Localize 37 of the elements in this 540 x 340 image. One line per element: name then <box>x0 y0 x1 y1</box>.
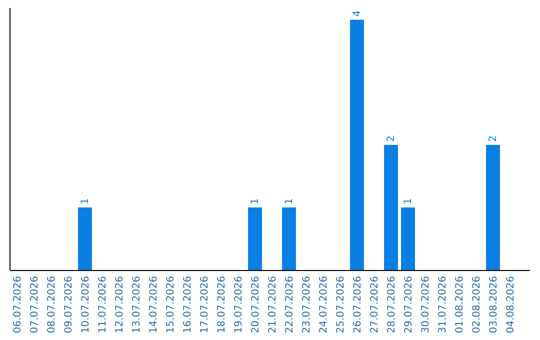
data-label: 2 <box>488 136 499 142</box>
x-tick-label: 12.07.2026 <box>114 276 126 334</box>
x-tick-label: 23.07.2026 <box>302 276 312 334</box>
x-tick-label: 07.07.2026 <box>30 276 40 334</box>
x-tick-label: 16.07.2026 <box>182 276 194 334</box>
data-label: 1 <box>284 198 295 204</box>
x-tick-label: 28.07.2026 <box>386 276 398 334</box>
x-tick-label: 15.07.2026 <box>166 276 176 334</box>
x-tick-label: 13.07.2026 <box>132 276 142 334</box>
x-tick-label: 26.07.2026 <box>352 276 364 334</box>
x-tick-label: 25.07.2026 <box>336 276 346 334</box>
x-tick-label: 17.07.2026 <box>200 276 210 334</box>
x-tick-label: 02.08.2026 <box>472 276 482 334</box>
x-tick-label: 24.07.2026 <box>318 276 330 334</box>
x-tick-label: 18.07.2026 <box>216 276 228 334</box>
data-label: 1 <box>80 198 91 204</box>
x-tick-label: 01.08.2026 <box>454 276 466 334</box>
x-tick-label: 29.07.2026 <box>404 276 414 334</box>
x-tick-label: 22.07.2026 <box>284 276 296 334</box>
x-tick-label: 14.07.2026 <box>148 276 160 334</box>
data-label: 1 <box>403 198 414 204</box>
x-tick-label: 11.07.2026 <box>98 276 108 334</box>
x-tick-label: 09.07.2026 <box>64 276 74 334</box>
x-tick-label: 04.08.2026 <box>506 276 516 334</box>
x-tick-label: 21.07.2026 <box>268 276 278 334</box>
x-tick-label: 30.07.2026 <box>420 276 432 334</box>
x-tick-label: 06.07.2026 <box>12 276 24 334</box>
x-tick-label: 10.07.2026 <box>80 276 92 334</box>
x-tick-label: 19.07.2026 <box>234 276 244 334</box>
x-tick-label: 27.07.2026 <box>370 276 380 334</box>
x-tick-label: 20.07.2026 <box>250 276 262 334</box>
x-tick-label: 03.08.2026 <box>488 276 500 334</box>
data-label: 1 <box>250 198 261 204</box>
data-label: 4 <box>352 10 363 17</box>
x-tick-label: 31.07.2026 <box>438 276 448 334</box>
data-label: 2 <box>386 136 397 142</box>
x-tick-label: 08.07.2026 <box>46 276 58 334</box>
